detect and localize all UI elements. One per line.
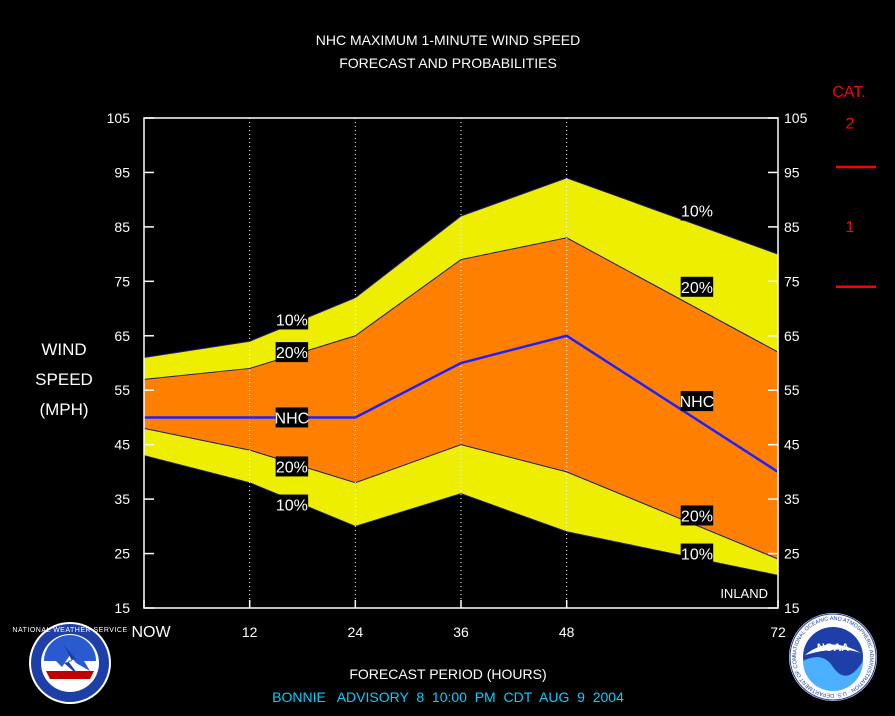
band-label-box (275, 309, 309, 330)
plot-area: 15 15 25 25 35 35 45 45 55 55 65 65 75 75 85 85 95 95 105 1… (107, 110, 808, 641)
x-tick-label: 48 (559, 624, 575, 640)
band-label: 20% (276, 345, 308, 362)
nws-logo-text: NATIONAL WEATHER SERVICE (12, 627, 127, 634)
probability-boundary-upper-20 (143, 237, 779, 380)
probability-boundary-lower-20 (143, 427, 779, 560)
inland-annotation: INLAND (720, 586, 768, 601)
y-axis-label-line: SPEED (35, 370, 93, 389)
y-tick-label-left: 85 (114, 219, 130, 235)
y-axis-label-line: WIND (41, 340, 86, 359)
y-tick-label-left: 55 (114, 382, 130, 398)
band-label: 10% (276, 498, 308, 515)
y-axis-label: WIND SPEED (MPH) (35, 340, 93, 419)
category-scale: CAT. 2 1 (832, 84, 876, 289)
y-tick-label-right: 35 (784, 491, 800, 507)
x-tick-label: 72 (770, 624, 786, 640)
chart-title: NHC MAXIMUM 1-MINUTE WIND SPEED (316, 32, 580, 48)
y-tick-label-right: 55 (784, 382, 800, 398)
band-label: 10% (681, 204, 713, 221)
advisory-footer: BONNIE ADVISORY 8 10:00 PM CDT AUG 9 200… (272, 689, 624, 705)
nhc-forecast-line (144, 334, 779, 473)
band-label: 20% (276, 459, 308, 476)
y-tick-label-right: 105 (784, 110, 808, 126)
y-tick-label-left: 25 (114, 546, 130, 562)
x-tick-label: NOW (131, 624, 171, 641)
band-label-box (275, 456, 309, 477)
nws-logo-icon: NATIONAL WEATHER SERVICE (12, 622, 127, 704)
chart-subtitle: FORECAST AND PROBABILITIES (339, 55, 557, 71)
category-title: CAT. (832, 84, 865, 101)
band-label-box (680, 200, 714, 221)
y-tick-label-right: 85 (784, 219, 800, 235)
y-tick-label-left: 75 (114, 273, 130, 289)
category-label: 1 (846, 219, 855, 236)
band-label-box (275, 342, 309, 363)
y-tick-label-left: 15 (114, 600, 130, 616)
noaa-logo-text: NOAA (817, 642, 849, 654)
band-label-box (275, 407, 309, 428)
band-label-box (680, 505, 714, 526)
y-tick-label-right: 75 (784, 273, 800, 289)
band-label-box (680, 543, 714, 564)
x-tick-label: 24 (348, 624, 364, 640)
x-tick-label: 12 (242, 624, 258, 640)
band-label: NHC (275, 410, 310, 427)
probability-boundary-upper-10 (143, 177, 779, 359)
band-label-box (680, 391, 714, 412)
y-axis-label-line: (MPH) (39, 400, 88, 419)
y-tick-label-right: 45 (784, 437, 800, 453)
band-label: 10% (681, 547, 713, 564)
probability-boundary-lower-10 (143, 455, 779, 576)
band-label: 20% (681, 508, 713, 525)
x-axis-label: FORECAST PERIOD (HOURS) (349, 666, 546, 682)
category-label: 2 (846, 115, 855, 132)
y-tick-label-left: 65 (114, 328, 130, 344)
x-tick-label: 36 (453, 624, 469, 640)
band-label-box (680, 276, 714, 297)
y-tick-label-left: 45 (114, 437, 130, 453)
y-tick-label-right: 65 (784, 328, 800, 344)
y-tick-label-left: 105 (107, 110, 131, 126)
y-tick-label-right: 15 (784, 600, 800, 616)
band-label-box (275, 494, 309, 515)
noaa-logo-icon: NOAA NATIONAL OCEANIC AND ATMOSPHERIC AD… (789, 613, 877, 701)
y-tick-label-left: 35 (114, 491, 130, 507)
band-label: 10% (276, 312, 308, 329)
y-tick-label-left: 95 (114, 164, 130, 180)
band-label: NHC (680, 394, 715, 411)
y-tick-label-right: 25 (784, 546, 800, 562)
band-label: 20% (681, 280, 713, 297)
y-tick-label-right: 95 (784, 164, 800, 180)
